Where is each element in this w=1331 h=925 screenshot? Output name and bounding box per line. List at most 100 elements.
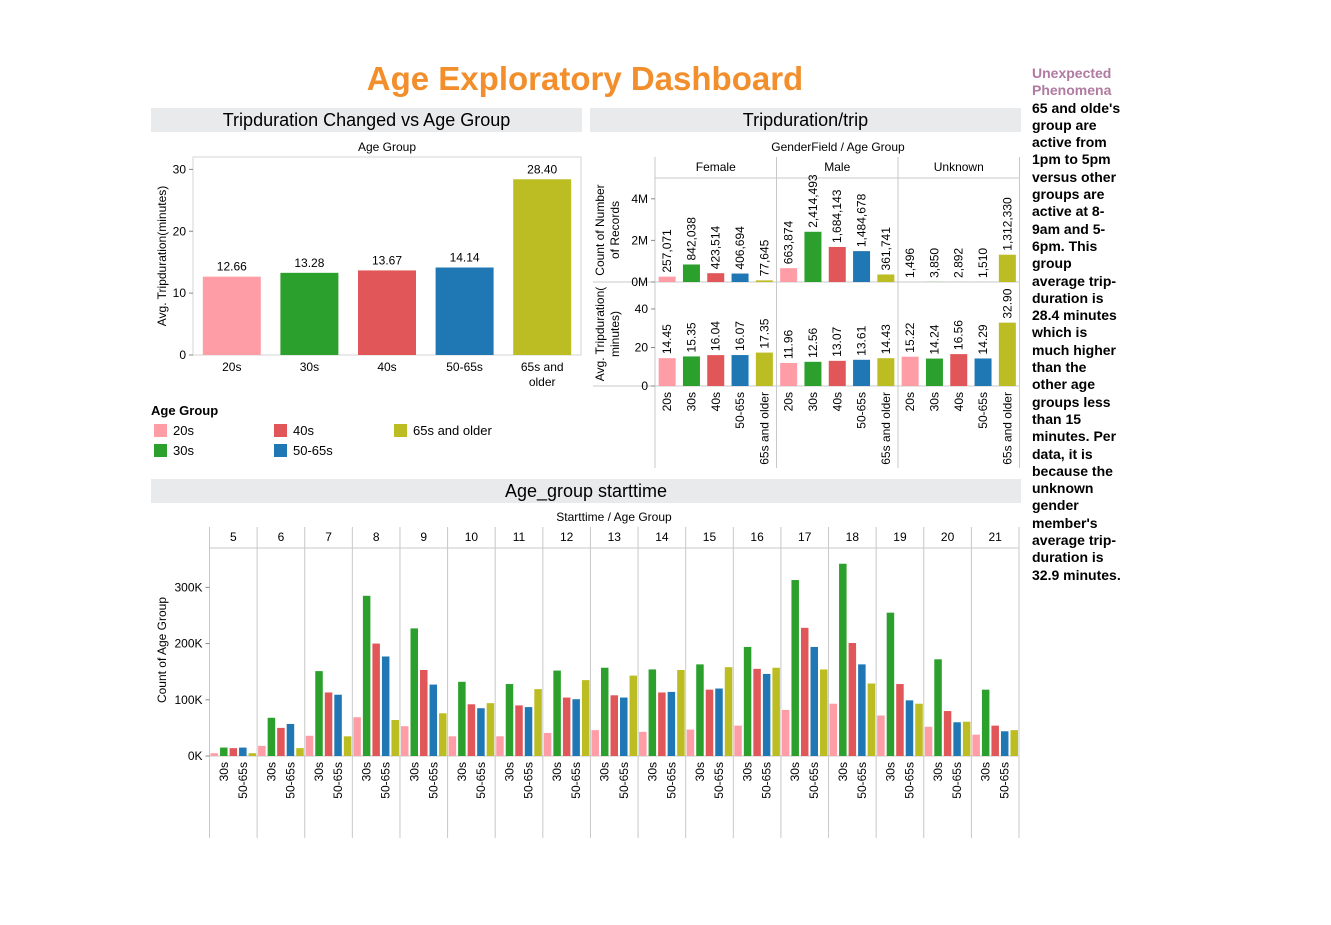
chart3-bar-17-40s — [800, 627, 809, 756]
chart2-bar-unknown-40s-row1 — [950, 354, 968, 386]
chart3-hour-5: 5 — [230, 530, 237, 544]
chart2-bar-female-20s-row1 — [658, 358, 676, 386]
chart2-bar-unknown-30s-row1 — [925, 358, 943, 386]
chart2-row1-ylabel-1: Avg. Tripduration( — [593, 287, 607, 382]
chart3-bar-18-50-65s — [858, 664, 866, 756]
chart3-bar-7-65s-and-older — [343, 736, 352, 756]
chart2-row0-ytick-label: 0M — [631, 275, 648, 289]
chart1-bar-65s-and-older — [513, 179, 572, 355]
chart3-bar-9-20s — [400, 726, 409, 756]
chart3-bar-15-40s — [705, 689, 714, 756]
chart3-bar-5-50-65s — [239, 747, 247, 756]
chart2-panel-male: Male — [824, 160, 850, 174]
chart3-xtick-10-50-65s: 50-65s — [474, 762, 488, 799]
chart3-bar-5-40s — [229, 748, 238, 756]
chart3-xtick-14-30s: 30s — [645, 762, 659, 781]
chart3-bar-9-30s — [410, 628, 419, 756]
chart3-xtick-5-50-65s: 50-65s — [236, 762, 250, 799]
chart3-bar-15-30s — [696, 664, 704, 756]
chart3-bar-19-20s — [877, 715, 885, 756]
chart2-data-label-unknown-20s-row1: 15.22 — [903, 322, 917, 352]
chart3-bar-10-40s — [467, 704, 476, 756]
legend-swatch-40s — [274, 424, 287, 437]
chart3-xtick-20-50-65s: 50-65s — [950, 762, 964, 799]
chart3-xtick-19-50-65s: 50-65s — [902, 762, 916, 799]
chart3-bar-16-30s — [743, 646, 752, 756]
chart2-panel-unknown: Unknown — [934, 160, 984, 174]
chart3-bar-9-50-65s — [429, 684, 438, 756]
chart1-ytick-label: 10 — [173, 286, 187, 300]
legend-item-65s-and-older[interactable]: 65s and older — [394, 423, 492, 439]
chart2-data-label-female-20s-row1: 14.45 — [660, 324, 674, 354]
chart3-hour-14: 14 — [655, 530, 669, 544]
legend-item-20s[interactable]: 20s — [154, 423, 194, 439]
chart3-xtick-9-50-65s: 50-65s — [426, 762, 440, 799]
chart3-bar-16-40s — [753, 668, 761, 756]
chart3-bar-8-40s — [372, 643, 380, 756]
chart2-xtick-male-20s: 20s — [782, 392, 796, 411]
chart3-xtick-6-50-65s: 50-65s — [283, 762, 297, 799]
chart2-row0-ytick-label: 2M — [631, 233, 648, 247]
legend-swatch-20s — [154, 424, 167, 437]
chart3-bar-17-30s — [791, 580, 799, 756]
chart3-hour-18: 18 — [846, 530, 860, 544]
chart2-row1-ytick-label: 0 — [641, 379, 648, 393]
chart3-bar-16-20s — [734, 725, 742, 756]
chart1-xtick-20s: 20s — [222, 360, 241, 374]
chart2-bar-male-30s-row1 — [804, 361, 822, 386]
chart3-bar-13-20s — [591, 730, 599, 756]
chart3-bar-11-30s — [505, 684, 514, 756]
legend-label-20s: 20s — [173, 423, 194, 438]
chart3-bar-9-40s — [420, 669, 428, 756]
chart3-bar-14-40s — [658, 692, 666, 756]
chart2-row0-ylabel-2: of Records — [608, 201, 622, 259]
chart2-data-label-male-50-65s-row1: 13.61 — [855, 325, 869, 355]
chart1-bar-30s — [280, 272, 339, 355]
chart2-xtick-unknown-40s: 40s — [952, 392, 966, 411]
chart2-xtick-male-40s: 40s — [830, 392, 844, 411]
chart3-hour-21: 21 — [989, 530, 1003, 544]
chart2-bar-unknown-50-65s-row1 — [974, 358, 992, 386]
chart3-bar-19-50-65s — [905, 700, 914, 756]
chart3-xtick-8-30s: 30s — [360, 762, 374, 781]
chart2-data-label-female-30s-row1: 15.35 — [684, 322, 698, 352]
chart3-header: Age_group starttime — [151, 479, 1021, 503]
chart1-bar-50-65s — [435, 267, 494, 355]
chart2-data-label-female-30s-row0: 842,038 — [684, 217, 698, 261]
chart1-column-header: Age Group — [358, 140, 416, 154]
chart3-xtick-14-50-65s: 50-65s — [664, 762, 678, 799]
chart2-row0-ylabel-1: Count of Number — [593, 184, 607, 275]
chart2-bar-female-40s-row0 — [707, 273, 725, 282]
chart3-bar-19-40s — [896, 684, 904, 756]
chart3-bar-6-20s — [258, 745, 266, 756]
chart2-bar-male-30s-row0 — [804, 231, 822, 282]
chart2-row1-ytick-label: 20 — [635, 340, 649, 354]
chart3-xtick-18-30s: 30s — [836, 762, 850, 781]
chart3-bar-20-30s — [934, 659, 942, 756]
chart3-ylabel: Count of Age Group — [155, 597, 169, 703]
chart2-data-label-unknown-50-65s-row1: 14.29 — [976, 324, 990, 354]
legend-item-50-65s[interactable]: 50-65s — [274, 443, 333, 459]
chart3-bar-16-65s-and-older — [772, 667, 780, 756]
chart3-bar-7-40s — [324, 692, 333, 756]
chart3-bar-6-50-65s — [286, 723, 295, 756]
legend-item-30s[interactable]: 30s — [154, 443, 194, 459]
chart3-bar-14-30s — [648, 669, 657, 756]
chart3-ytick-label: 300K — [174, 580, 202, 594]
legend-item-40s[interactable]: 40s — [274, 423, 314, 439]
legend-title: Age Group — [151, 403, 219, 418]
unexpected-phenomena-note: Unexpected Phenomena 65 and olde's group… — [1032, 65, 1124, 584]
chart1-bar-label-20s: 12.66 — [217, 260, 247, 274]
chart3-hour-9: 9 — [420, 530, 427, 544]
chart3-bar-17-50-65s — [810, 646, 818, 756]
chart3-bar-5-30s — [220, 747, 228, 756]
chart3-hour-16: 16 — [750, 530, 764, 544]
chart2-xtick-unknown-65s-and-older: 65s and older — [1000, 392, 1014, 465]
legend-label-30s: 30s — [173, 443, 194, 458]
chart3-ytick-label: 100K — [174, 693, 202, 707]
chart3-bar-10-50-65s — [477, 708, 485, 756]
chart3-bar-13-50-65s — [620, 697, 628, 756]
chart1-ytick-label: 30 — [173, 162, 187, 176]
chart2-bar-male-65s-and-older-row1 — [877, 358, 895, 386]
chart2-data-label-female-20s-row0: 257,071 — [660, 229, 674, 273]
